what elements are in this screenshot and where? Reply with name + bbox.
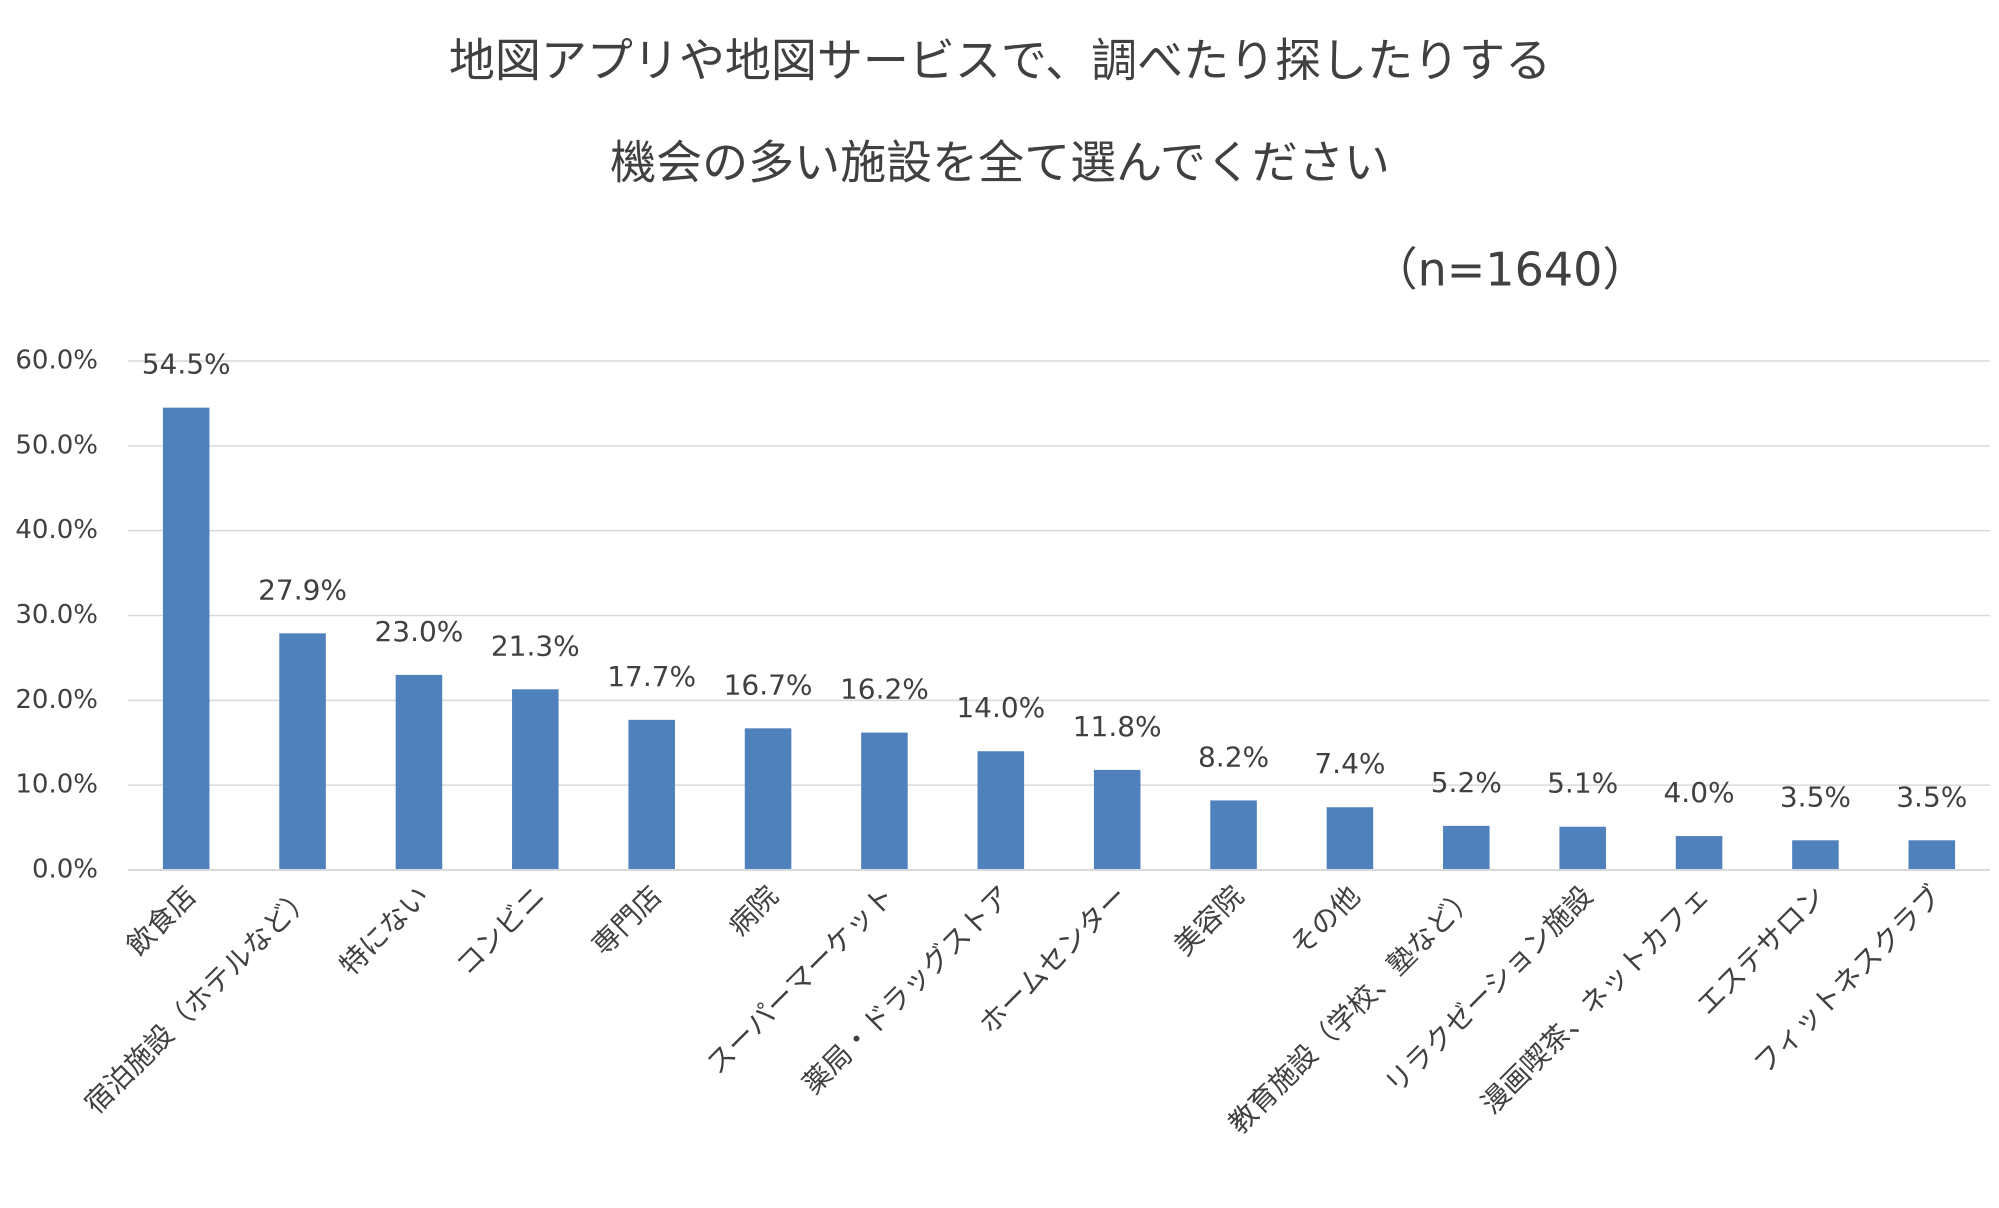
data-label: 4.0% [1663,776,1734,809]
bar [861,732,908,870]
bar [1908,840,1956,870]
bar [628,719,675,870]
data-label: 11.8% [1073,710,1162,743]
data-label: 16.2% [840,673,929,706]
bar [1559,826,1606,870]
bar [1443,825,1490,870]
y-tick-label: 10.0% [15,770,98,800]
y-tick-label: 50.0% [15,430,98,460]
data-label: 27.9% [258,573,347,606]
data-label: 54.5% [142,348,231,381]
data-label: 3.5% [1896,780,1967,813]
data-label: 16.7% [724,668,813,701]
chart-title: 地図アプリや地図サービスで、調べたり探したりする [449,34,1551,88]
bar [395,674,443,870]
y-tick-label: 60.0% [15,346,98,376]
bar [1093,769,1141,870]
data-label: 5.1% [1547,767,1618,800]
bar [977,751,1025,870]
bar [1675,836,1723,870]
y-tick-label: 0.0% [32,855,98,885]
bar [1326,807,1374,870]
data-label: 21.3% [491,629,580,662]
bar [1792,840,1839,870]
data-label: 17.7% [607,660,696,693]
bar [279,633,326,870]
y-tick-label: 40.0% [15,515,98,545]
data-label: 5.2% [1431,766,1502,799]
data-label: 8.2% [1198,740,1269,773]
data-label: 14.0% [956,691,1045,724]
y-tick-label: 20.0% [15,685,98,715]
chart-subtitle: （n=1640） [1372,243,1649,297]
bar [744,728,792,870]
data-label: 3.5% [1780,780,1851,813]
bar [1210,800,1257,870]
bar [162,407,210,870]
chart-title: 機会の多い施設を全て選んでください [610,136,1390,190]
data-label: 7.4% [1314,747,1385,780]
y-tick-label: 30.0% [15,600,98,630]
bar [512,689,559,870]
data-label: 23.0% [374,615,463,648]
